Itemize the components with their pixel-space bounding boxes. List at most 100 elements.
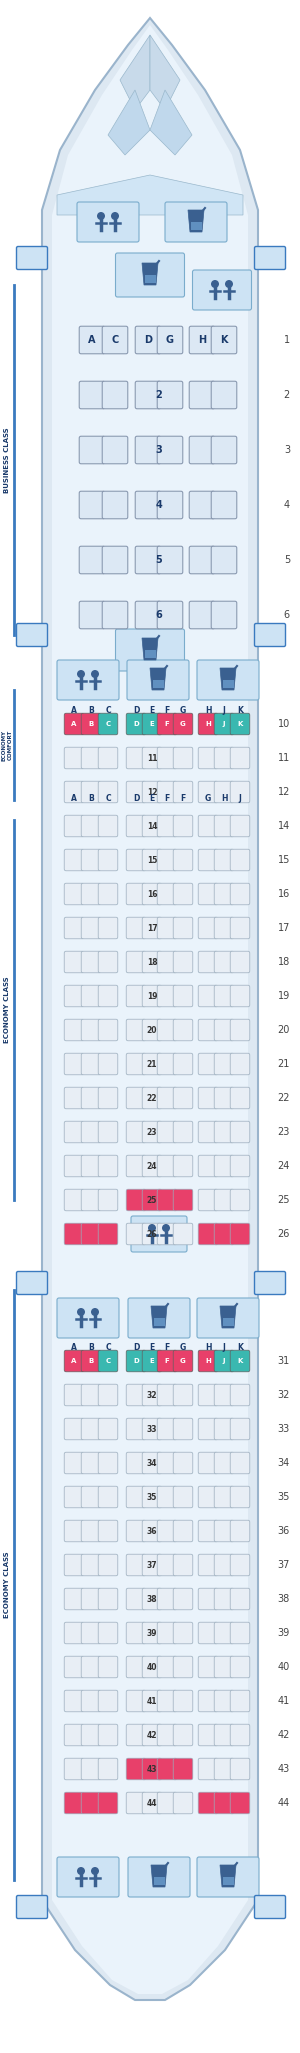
FancyBboxPatch shape (142, 1121, 162, 1144)
FancyBboxPatch shape (198, 1189, 218, 1211)
FancyBboxPatch shape (142, 1519, 162, 1542)
FancyBboxPatch shape (98, 1088, 118, 1109)
FancyBboxPatch shape (64, 883, 84, 905)
FancyBboxPatch shape (230, 1451, 250, 1474)
FancyBboxPatch shape (16, 1271, 47, 1295)
FancyBboxPatch shape (230, 1690, 250, 1712)
FancyBboxPatch shape (198, 1757, 218, 1780)
FancyBboxPatch shape (126, 1622, 146, 1644)
FancyBboxPatch shape (142, 782, 162, 803)
FancyBboxPatch shape (142, 1725, 162, 1745)
FancyBboxPatch shape (64, 1351, 84, 1371)
FancyBboxPatch shape (189, 491, 215, 519)
Text: B: B (88, 706, 94, 714)
FancyBboxPatch shape (214, 1088, 234, 1109)
FancyBboxPatch shape (98, 1189, 118, 1211)
FancyBboxPatch shape (81, 712, 101, 735)
FancyBboxPatch shape (157, 1451, 177, 1474)
FancyBboxPatch shape (142, 712, 162, 735)
FancyBboxPatch shape (214, 1486, 234, 1507)
Text: 3: 3 (284, 446, 290, 456)
Text: B: B (88, 1343, 94, 1351)
Text: F: F (164, 795, 169, 803)
Text: A: A (71, 1343, 77, 1351)
FancyBboxPatch shape (64, 747, 84, 768)
FancyBboxPatch shape (157, 1351, 177, 1371)
Text: F: F (164, 706, 169, 714)
FancyBboxPatch shape (173, 1384, 193, 1406)
Text: G: G (180, 706, 186, 714)
FancyBboxPatch shape (173, 1519, 193, 1542)
FancyBboxPatch shape (81, 815, 101, 838)
FancyBboxPatch shape (173, 1757, 193, 1780)
Text: H: H (205, 706, 211, 714)
FancyBboxPatch shape (230, 1224, 250, 1244)
FancyBboxPatch shape (230, 1554, 250, 1577)
FancyBboxPatch shape (126, 951, 146, 973)
FancyBboxPatch shape (81, 1451, 101, 1474)
Text: H: H (205, 1343, 211, 1351)
FancyBboxPatch shape (98, 1519, 118, 1542)
FancyBboxPatch shape (64, 1757, 84, 1780)
Text: E: E (150, 721, 154, 727)
Text: 2: 2 (284, 390, 290, 400)
FancyBboxPatch shape (64, 815, 84, 838)
Polygon shape (150, 90, 192, 154)
FancyBboxPatch shape (214, 1451, 234, 1474)
FancyBboxPatch shape (157, 1088, 177, 1109)
FancyBboxPatch shape (230, 1725, 250, 1745)
FancyBboxPatch shape (214, 850, 234, 870)
Text: BUSINESS CLASS: BUSINESS CLASS (4, 427, 10, 493)
FancyBboxPatch shape (173, 883, 193, 905)
Text: 44: 44 (278, 1798, 290, 1809)
Text: B: B (88, 1357, 94, 1363)
Text: 19: 19 (278, 992, 290, 1002)
FancyBboxPatch shape (214, 1589, 234, 1610)
FancyBboxPatch shape (173, 815, 193, 838)
FancyBboxPatch shape (189, 602, 215, 628)
FancyBboxPatch shape (198, 1589, 218, 1610)
FancyBboxPatch shape (126, 782, 146, 803)
Text: 6: 6 (284, 610, 290, 620)
FancyBboxPatch shape (98, 1156, 118, 1176)
FancyBboxPatch shape (254, 624, 286, 647)
Bar (145, 275, 155, 283)
FancyBboxPatch shape (157, 883, 177, 905)
Polygon shape (108, 90, 150, 154)
FancyBboxPatch shape (142, 1053, 162, 1076)
Text: 14: 14 (147, 821, 157, 831)
FancyBboxPatch shape (189, 435, 215, 464)
FancyBboxPatch shape (157, 782, 177, 803)
FancyBboxPatch shape (197, 659, 259, 700)
Polygon shape (142, 638, 158, 659)
FancyBboxPatch shape (157, 1690, 177, 1712)
FancyBboxPatch shape (198, 850, 218, 870)
FancyBboxPatch shape (173, 712, 193, 735)
Circle shape (225, 279, 233, 287)
FancyBboxPatch shape (230, 1622, 250, 1644)
FancyBboxPatch shape (64, 1725, 84, 1745)
Text: 37: 37 (147, 1560, 157, 1568)
Text: 26: 26 (147, 1230, 157, 1238)
Text: 5: 5 (156, 554, 162, 565)
Bar (152, 680, 164, 688)
FancyBboxPatch shape (126, 815, 146, 838)
Bar (223, 1318, 233, 1326)
FancyBboxPatch shape (173, 1156, 193, 1176)
FancyBboxPatch shape (173, 1657, 193, 1677)
FancyBboxPatch shape (214, 1224, 234, 1244)
FancyBboxPatch shape (214, 1622, 234, 1644)
FancyBboxPatch shape (64, 1384, 84, 1406)
FancyBboxPatch shape (98, 782, 118, 803)
FancyBboxPatch shape (173, 1121, 193, 1144)
FancyBboxPatch shape (102, 326, 128, 353)
FancyBboxPatch shape (79, 382, 105, 409)
Text: 31: 31 (278, 1355, 290, 1365)
Text: H: H (205, 1357, 211, 1363)
Polygon shape (188, 209, 204, 232)
FancyBboxPatch shape (81, 747, 101, 768)
FancyBboxPatch shape (230, 1088, 250, 1109)
Text: 36: 36 (147, 1527, 157, 1536)
Text: K: K (237, 1357, 243, 1363)
FancyBboxPatch shape (197, 1297, 259, 1339)
